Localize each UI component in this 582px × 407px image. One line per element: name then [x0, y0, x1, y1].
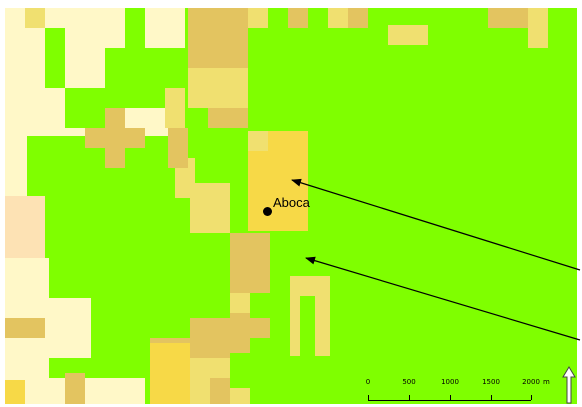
- north-arrow-icon: [562, 366, 576, 404]
- scale-tick-label: 500: [402, 378, 415, 386]
- land-cover-cell: [188, 68, 248, 108]
- scale-tick: [409, 395, 410, 400]
- land-cover-cell: [168, 128, 188, 168]
- land-cover-cell: [25, 8, 45, 28]
- scale-bar: 0 500 1000 1500 2000 m: [350, 378, 550, 404]
- land-cover-cell: [248, 8, 268, 28]
- scale-tick-label: 1500: [482, 378, 500, 386]
- land-cover-cell: [65, 88, 105, 128]
- land-cover-cell: [230, 293, 250, 313]
- land-cover-cell: [5, 380, 25, 404]
- land-cover-cell: [5, 136, 27, 196]
- land-cover-cell: [165, 88, 185, 128]
- land-cover-cell: [528, 8, 548, 48]
- land-cover-cell: [190, 183, 230, 233]
- land-cover-cell: [65, 373, 85, 404]
- land-cover-cell: [230, 313, 250, 353]
- land-cover-cell: [230, 388, 250, 404]
- scale-tick: [531, 395, 532, 400]
- land-cover-cell: [348, 8, 368, 28]
- land-cover-cell: [5, 318, 45, 338]
- land-cover-cell: [328, 8, 348, 28]
- land-cover-cell: [45, 28, 65, 88]
- land-cover-cell: [230, 233, 270, 293]
- scale-unit: m: [543, 378, 550, 386]
- scale-tick: [368, 395, 369, 400]
- place-label: Aboca: [273, 196, 310, 210]
- land-cover-cell: [49, 298, 91, 358]
- land-cover-cell: [5, 196, 45, 258]
- land-cover-cell: [208, 108, 248, 128]
- land-cover-cell: [210, 378, 230, 404]
- land-cover-cell: [300, 296, 315, 356]
- scale-line: [368, 400, 531, 401]
- land-cover-cell: [288, 8, 308, 28]
- land-cover-cell: [105, 108, 125, 168]
- land-cover-cell: [248, 131, 268, 151]
- scale-tick-label: 0: [366, 378, 370, 386]
- place-marker-dot[interactable]: [263, 207, 272, 216]
- land-cover-cell: [125, 8, 145, 48]
- scale-tick: [491, 395, 492, 400]
- scale-tick: [450, 395, 451, 400]
- land-cover-cell: [388, 25, 428, 45]
- land-cover-cell: [250, 318, 270, 338]
- land-cover-cell: [488, 8, 528, 28]
- land-cover-cell: [188, 8, 248, 68]
- scale-tick-label: 1000: [441, 378, 459, 386]
- land-cover-cell: [150, 343, 190, 404]
- land-cover-cell: [190, 318, 230, 358]
- scale-tick-label: 2000: [522, 378, 540, 386]
